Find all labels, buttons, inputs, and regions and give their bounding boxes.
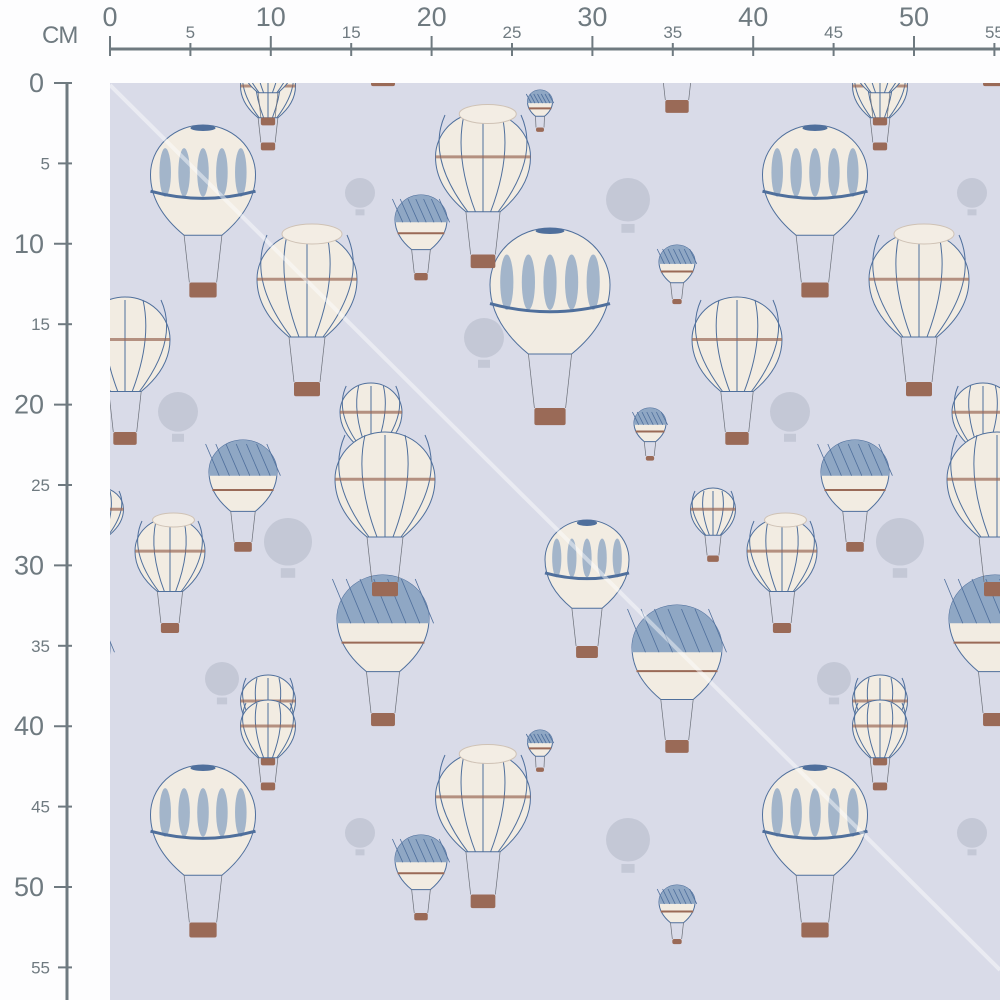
fabric-swatch [110, 83, 1000, 1000]
fabric-fold-highlight [110, 83, 1000, 972]
balloon-pattern [110, 83, 1000, 1000]
ruler-label-v: 55 [31, 958, 50, 977]
ruler-label-h: 5 [186, 23, 195, 42]
balloon-icon [110, 296, 171, 445]
ruler-unit-label: CM [42, 22, 78, 49]
balloon-icon [149, 764, 257, 938]
ruler-label-h: 25 [503, 23, 522, 42]
balloon-icon [134, 512, 206, 634]
ghost-balloon-icon [345, 818, 375, 856]
ruler-label-v: 30 [14, 550, 44, 580]
ruler-label-h: 30 [577, 2, 607, 32]
balloon-icon [525, 729, 555, 772]
balloon-icon [205, 439, 281, 552]
ruler-label-h: 55 [985, 23, 1000, 42]
ghost-balloon-icon [957, 178, 987, 216]
balloon-icon [689, 487, 737, 562]
ghost-balloon-icon [158, 392, 198, 442]
ghost-balloon-icon [345, 178, 375, 216]
balloon-icon [868, 223, 970, 397]
balloon-icon [859, 83, 901, 126]
ruler-label-h: 50 [899, 2, 929, 32]
ruler-label-v: 45 [31, 798, 50, 817]
ruler-label-h: 20 [417, 2, 447, 32]
balloon-icon [392, 194, 450, 281]
ruler-label-v: 40 [14, 711, 44, 741]
balloon-icon [983, 83, 1000, 87]
balloon-icon [544, 519, 630, 659]
balloon-icon [851, 699, 909, 791]
ruler-label-v: 50 [14, 872, 44, 902]
ruler-label-h: 10 [256, 2, 286, 32]
balloon-icon [434, 744, 532, 909]
balloon-icon [656, 244, 698, 305]
balloon-icon [946, 431, 1000, 597]
balloon-icon [489, 227, 611, 426]
vertical-ruler: 0 5 10 15 20 25 30 35 40 45 50 55 [14, 68, 72, 1000]
balloon-icon [149, 124, 257, 298]
ruler-label-v: 35 [31, 637, 50, 656]
ruler-label-h: 35 [663, 23, 682, 42]
ghost-balloon-icon [606, 178, 650, 233]
ruler-label-v: 5 [41, 154, 50, 173]
ruler-label-v: 0 [29, 68, 44, 98]
balloon-icon [247, 83, 289, 126]
ghost-balloon-icon [957, 818, 987, 856]
ruler-label-h: 0 [102, 2, 117, 32]
balloon-icon [434, 104, 532, 269]
balloon-icon [239, 699, 297, 791]
balloon-icon [761, 124, 869, 298]
balloon-icon [525, 89, 555, 132]
ruler-label-v: 15 [31, 315, 50, 334]
balloon-icon [656, 884, 698, 945]
ruler-label-h: 40 [738, 2, 768, 32]
balloon-icon [110, 489, 125, 536]
balloon-icon [663, 83, 691, 113]
balloon-icon [110, 640, 115, 655]
balloon-icon [691, 296, 783, 445]
ghost-balloon-icon [264, 518, 312, 578]
balloon-icon [817, 439, 893, 552]
horizontal-ruler: 0 5 10 15 20 25 30 35 40 45 50 55 [102, 2, 1000, 56]
ruler-label-h: 45 [824, 23, 843, 42]
balloon-icon [392, 834, 450, 921]
ruler-label-h: 15 [342, 23, 361, 42]
ghost-balloon-icon [205, 662, 239, 705]
ruler-label-v: 25 [31, 476, 50, 495]
balloon-icon [746, 512, 818, 634]
balloon-icon [332, 574, 434, 727]
balloon-icon [256, 223, 358, 397]
balloon-icon [334, 431, 436, 597]
ghost-balloon-icon [817, 662, 851, 705]
balloon-icon [632, 407, 668, 461]
ghost-balloon-icon [464, 318, 504, 368]
balloon-icon [627, 604, 727, 753]
ghost-balloon-icon [770, 392, 810, 442]
balloon-icon [371, 83, 395, 87]
ghost-balloon-icon [876, 518, 924, 578]
ruler-label-v: 10 [14, 229, 44, 259]
balloon-icon [761, 764, 869, 938]
ghost-balloon-icon [606, 818, 650, 873]
ruler-label-v: 20 [14, 390, 44, 420]
